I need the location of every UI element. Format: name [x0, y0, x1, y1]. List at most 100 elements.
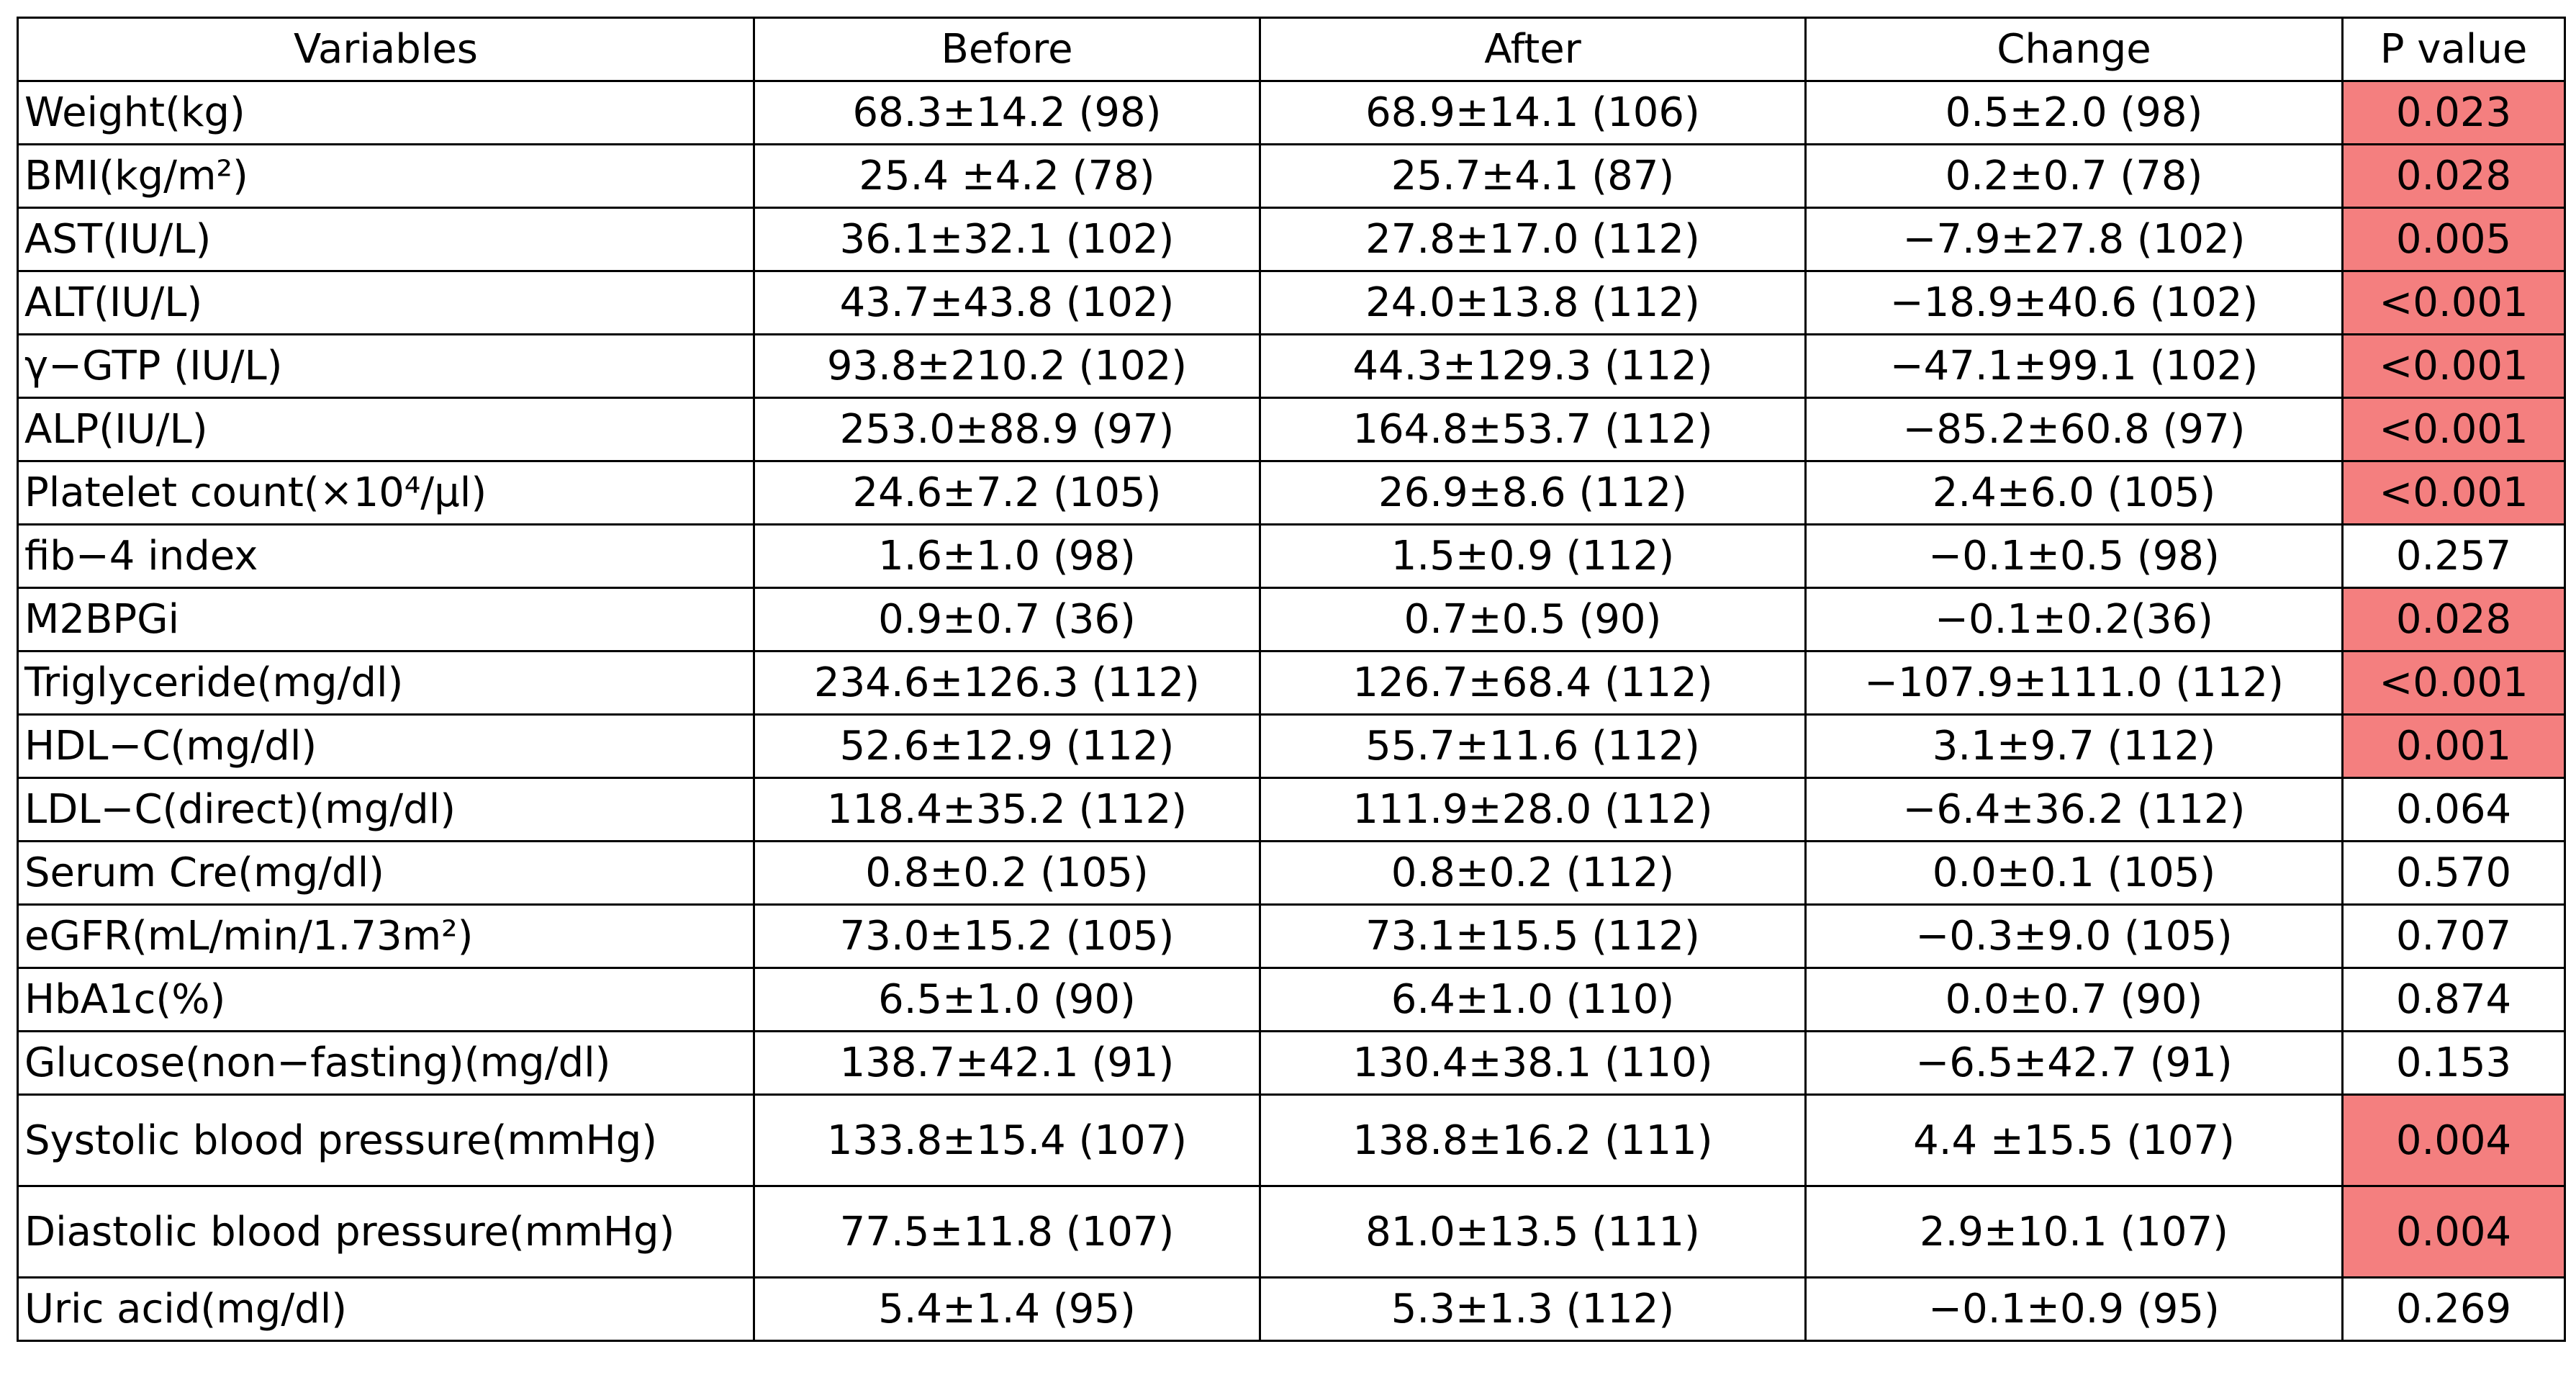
- p-value-cell: 0.028: [2341, 143, 2566, 209]
- value-cell: 164.8±53.7 (112): [1259, 397, 1807, 462]
- table-row: LDL−C(direct)(mg/dl) 118.4±35.2 (112) 111.…: [17, 777, 2566, 842]
- variable-cell: Uric acid(mg/dl): [17, 1276, 755, 1342]
- variable-cell: Glucose(non−fasting)(mg/dl): [17, 1030, 755, 1096]
- value-cell: −7.9±27.8 (102): [1804, 207, 2344, 272]
- value-cell: −6.5±42.7 (91): [1804, 1030, 2344, 1096]
- value-cell: 73.1±15.5 (112): [1259, 903, 1807, 969]
- value-cell: −6.4±36.2 (112): [1804, 777, 2344, 842]
- header-cell: Change: [1804, 17, 2344, 82]
- p-value-cell: 0.874: [2341, 967, 2566, 1032]
- header-row: Variables Before After Change P value: [17, 17, 2566, 82]
- p-value-cell: 0.004: [2341, 1185, 2566, 1279]
- table-row: HDL−C(mg/dl) 52.6±12.9 (112) 55.7±11.6 (11…: [17, 713, 2566, 779]
- value-cell: 138.8±16.2 (111): [1259, 1093, 1807, 1187]
- table-row: Diastolic blood pressure(mmHg) 77.5±11.8 …: [17, 1185, 2566, 1279]
- table-row: ALT(IU/L) 43.7±43.8 (102) 24.0±13.8 (112) −…: [17, 270, 2566, 335]
- table-row: Glucose(non−fasting)(mg/dl) 138.7±42.1 (9…: [17, 1030, 2566, 1096]
- table-body: Weight(kg) 68.3±14.2 (98) 68.9±14.1 (106) 0…: [17, 80, 2566, 1342]
- variable-cell: ALT(IU/L): [17, 270, 755, 335]
- value-cell: 3.1±9.7 (112): [1804, 713, 2344, 779]
- value-cell: 6.5±1.0 (90): [753, 967, 1261, 1032]
- table-row: eGFR(mL/min/1.73m²) 73.0±15.2 (105) 73.1±1…: [17, 903, 2566, 969]
- variable-cell: Systolic blood pressure(mmHg): [17, 1093, 755, 1187]
- table-row: Weight(kg) 68.3±14.2 (98) 68.9±14.1 (106) 0…: [17, 80, 2566, 145]
- variable-cell: ALP(IU/L): [17, 397, 755, 462]
- value-cell: 1.5±0.9 (112): [1259, 523, 1807, 589]
- value-cell: 118.4±35.2 (112): [753, 777, 1261, 842]
- p-value-cell: 0.023: [2341, 80, 2566, 145]
- table-row: Triglyceride(mg/dl) 234.6±126.3 (112) 126.…: [17, 650, 2566, 716]
- value-cell: −85.2±60.8 (97): [1804, 397, 2344, 462]
- p-value-cell: <0.001: [2341, 397, 2566, 462]
- value-cell: 81.0±13.5 (111): [1259, 1185, 1807, 1279]
- value-cell: 133.8±15.4 (107): [753, 1093, 1261, 1187]
- value-cell: −18.9±40.6 (102): [1804, 270, 2344, 335]
- value-cell: 130.4±38.1 (110): [1259, 1030, 1807, 1096]
- variable-cell: LDL−C(direct)(mg/dl): [17, 777, 755, 842]
- value-cell: 43.7±43.8 (102): [753, 270, 1261, 335]
- value-cell: 0.9±0.7 (36): [753, 587, 1261, 652]
- value-cell: 4.4 ±15.5 (107): [1804, 1093, 2344, 1187]
- p-value-cell: <0.001: [2341, 460, 2566, 526]
- p-value-cell: 0.028: [2341, 587, 2566, 652]
- value-cell: 2.9±10.1 (107): [1804, 1185, 2344, 1279]
- value-cell: 253.0±88.9 (97): [753, 397, 1261, 462]
- value-cell: 55.7±11.6 (112): [1259, 713, 1807, 779]
- value-cell: 138.7±42.1 (91): [753, 1030, 1261, 1096]
- header-cell: Variables: [17, 17, 755, 82]
- value-cell: 73.0±15.2 (105): [753, 903, 1261, 969]
- value-cell: −47.1±99.1 (102): [1804, 333, 2344, 399]
- variable-cell: fib−4 index: [17, 523, 755, 589]
- table-row: BMI(kg/m²) 25.4 ±4.2 (78) 25.7±4.1 (87) 0.2…: [17, 143, 2566, 209]
- table-row: M2BPGi 0.9±0.7 (36) 0.7±0.5 (90) −0.1±0.2(3…: [17, 587, 2566, 652]
- variable-cell: HbA1c(%): [17, 967, 755, 1032]
- value-cell: 24.6±7.2 (105): [753, 460, 1261, 526]
- p-value-cell: <0.001: [2341, 333, 2566, 399]
- value-cell: 68.3±14.2 (98): [753, 80, 1261, 145]
- p-value-cell: <0.001: [2341, 270, 2566, 335]
- value-cell: −107.9±111.0 (112): [1804, 650, 2344, 716]
- value-cell: 0.7±0.5 (90): [1259, 587, 1807, 652]
- p-value-cell: 0.153: [2341, 1030, 2566, 1096]
- value-cell: 0.0±0.7 (90): [1804, 967, 2344, 1032]
- value-cell: 77.5±11.8 (107): [753, 1185, 1261, 1279]
- value-cell: 234.6±126.3 (112): [753, 650, 1261, 716]
- value-cell: 68.9±14.1 (106): [1259, 80, 1807, 145]
- p-value-cell: 0.001: [2341, 713, 2566, 779]
- variable-cell: γ−GTP (IU/L): [17, 333, 755, 399]
- variable-cell: Serum Cre(mg/dl): [17, 840, 755, 906]
- value-cell: −0.1±0.2(36): [1804, 587, 2344, 652]
- value-cell: 0.8±0.2 (112): [1259, 840, 1807, 906]
- header-cell: P value: [2341, 17, 2566, 82]
- variable-cell: Platelet count(×10⁴/μl): [17, 460, 755, 526]
- table-row: γ−GTP (IU/L) 93.8±210.2 (102) 44.3±129.3 (…: [17, 333, 2566, 399]
- variable-cell: Weight(kg): [17, 80, 755, 145]
- p-value-cell: 0.257: [2341, 523, 2566, 589]
- p-value-cell: 0.707: [2341, 903, 2566, 969]
- value-cell: 26.9±8.6 (112): [1259, 460, 1807, 526]
- value-cell: 1.6±1.0 (98): [753, 523, 1261, 589]
- variable-cell: eGFR(mL/min/1.73m²): [17, 903, 755, 969]
- value-cell: −0.1±0.5 (98): [1804, 523, 2344, 589]
- table-row: Systolic blood pressure(mmHg) 133.8±15.4 …: [17, 1093, 2566, 1187]
- p-value-cell: 0.269: [2341, 1276, 2566, 1342]
- header-cell: Before: [753, 17, 1261, 82]
- table-row: fib−4 index 1.6±1.0 (98) 1.5±0.9 (112) −0.1…: [17, 523, 2566, 589]
- table-row: Serum Cre(mg/dl) 0.8±0.2 (105) 0.8±0.2 (11…: [17, 840, 2566, 906]
- value-cell: 6.4±1.0 (110): [1259, 967, 1807, 1032]
- variable-cell: AST(IU/L): [17, 207, 755, 272]
- value-cell: 0.0±0.1 (105): [1804, 840, 2344, 906]
- variable-cell: BMI(kg/m²): [17, 143, 755, 209]
- value-cell: 0.8±0.2 (105): [753, 840, 1261, 906]
- value-cell: 52.6±12.9 (112): [753, 713, 1261, 779]
- value-cell: 24.0±13.8 (112): [1259, 270, 1807, 335]
- p-value-cell: <0.001: [2341, 650, 2566, 716]
- value-cell: −0.1±0.9 (95): [1804, 1276, 2344, 1342]
- value-cell: 25.7±4.1 (87): [1259, 143, 1807, 209]
- variable-cell: HDL−C(mg/dl): [17, 713, 755, 779]
- value-cell: 0.5±2.0 (98): [1804, 80, 2344, 145]
- value-cell: 5.3±1.3 (112): [1259, 1276, 1807, 1342]
- variable-cell: M2BPGi: [17, 587, 755, 652]
- table-row: HbA1c(%) 6.5±1.0 (90) 6.4±1.0 (110) 0.0±0.7…: [17, 967, 2566, 1032]
